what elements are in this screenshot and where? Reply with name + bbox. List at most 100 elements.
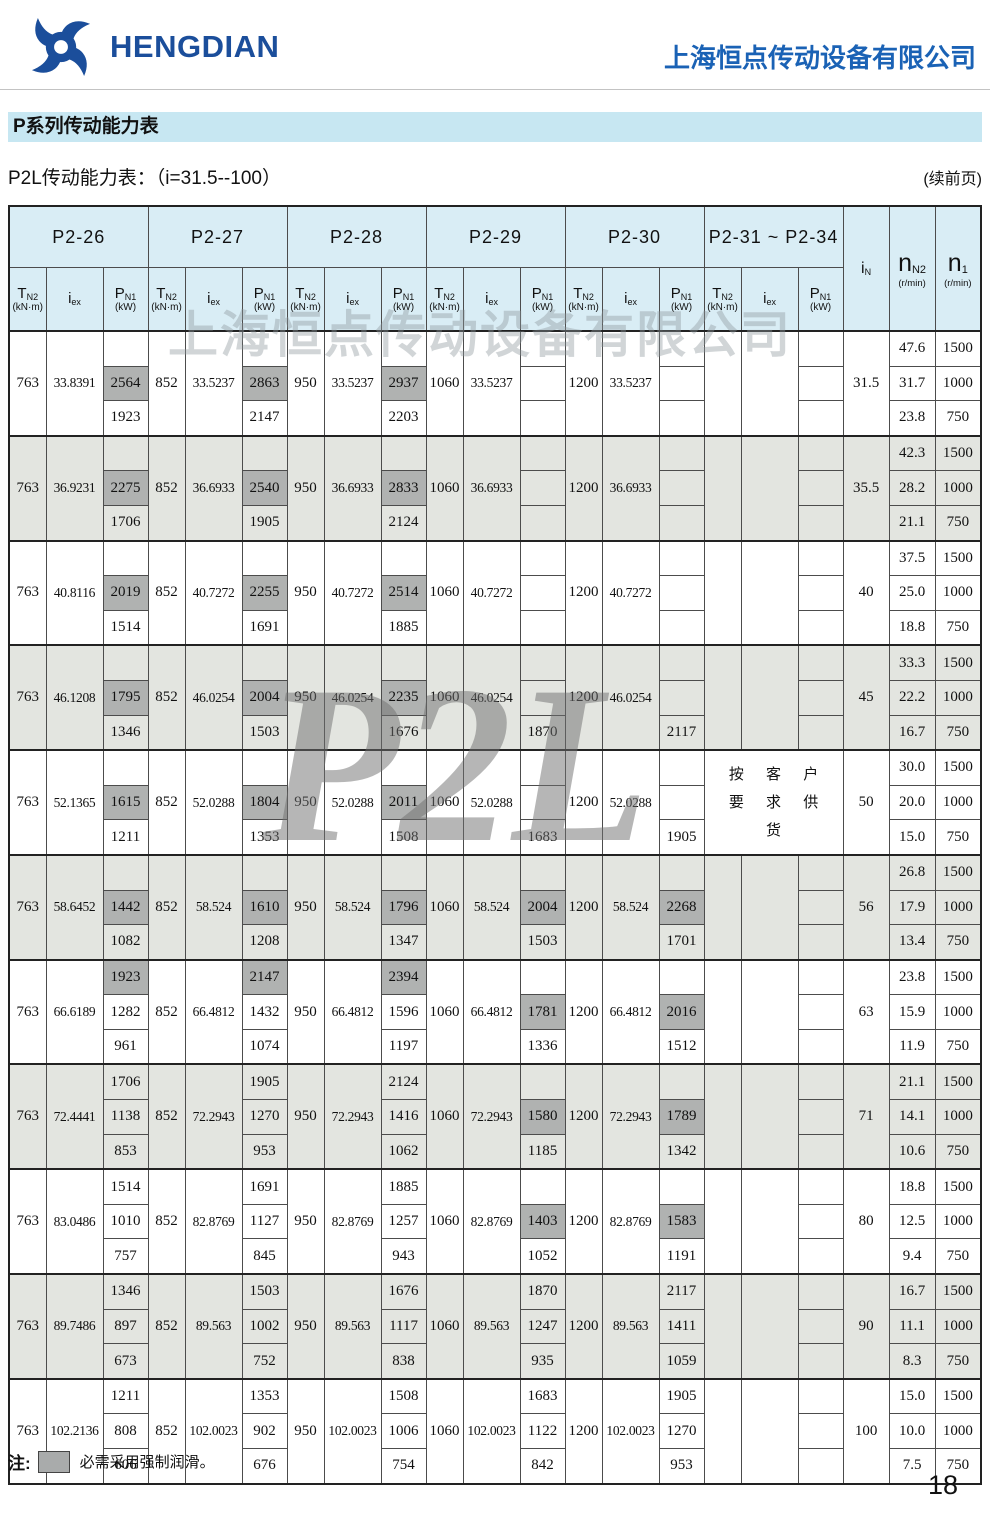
- pn1-cell: [797, 575, 844, 611]
- nn2-cell: 13.4: [888, 924, 936, 961]
- pn1-cell: [797, 714, 844, 751]
- pn1-cell: 2833: [380, 470, 427, 506]
- in-cell: 80: [842, 1168, 890, 1275]
- nn2-cell: 9.4: [888, 1238, 936, 1275]
- n1-cell: 1000: [934, 1203, 982, 1240]
- in-cell: 31.5: [842, 330, 890, 437]
- nn2-cell: 14.1: [888, 1099, 936, 1135]
- nn2-cell: 15.0: [888, 819, 936, 856]
- tn2-cell: 950: [286, 539, 325, 646]
- n1-cell: 1500: [934, 1168, 982, 1205]
- pn1-cell: 1691: [241, 609, 288, 646]
- iex-cell: 33.5237: [601, 330, 660, 437]
- tn2-cell: 1060: [425, 644, 464, 751]
- nn2-header: nN2 (r/min): [888, 205, 936, 332]
- iex-subheader: iex: [184, 267, 243, 332]
- pn1-cell: 676: [241, 1447, 288, 1485]
- pn1-cell: 1403: [519, 1203, 566, 1240]
- pn1-cell: 1870: [519, 1273, 566, 1310]
- capacity-table: P2-26 P2-27 P2-28 P2-29 P2-30 P2-31 ~ P2-34 iN…: [8, 205, 983, 1485]
- iex-cell: 52.0288: [601, 749, 660, 856]
- pn1-cell: 2117: [658, 1273, 705, 1310]
- iex-cell: 89.563: [323, 1273, 382, 1380]
- iex-cell: 72.2943: [184, 1063, 243, 1170]
- pn1-cell: 2124: [380, 1063, 427, 1101]
- nn2-cell: 37.5: [888, 539, 936, 577]
- pn1-cell: [797, 1063, 844, 1101]
- tn2-cell: [703, 853, 742, 961]
- pn1-cell: 1514: [102, 1168, 149, 1205]
- n1-cell: 750: [934, 1238, 982, 1275]
- nn2-cell: 23.8: [888, 958, 936, 996]
- n1-cell: 750: [934, 609, 982, 646]
- pn1-cell: [797, 1203, 844, 1240]
- pn1-cell: 1923: [102, 958, 149, 996]
- tn2-cell: [703, 1273, 742, 1380]
- iex-cell: 82.8769: [323, 1168, 382, 1275]
- tn2-cell: 1200: [564, 434, 603, 542]
- pn1-subheader: PN1 (kW): [519, 267, 566, 332]
- iex-cell: 33.5237: [323, 330, 382, 437]
- pn1-cell: [797, 609, 844, 646]
- group-header: P2-31 ~ P2-34: [703, 205, 844, 268]
- n1-cell: 1000: [934, 1308, 982, 1345]
- pn1-cell: [519, 609, 566, 646]
- tn2-cell: 1060: [425, 853, 464, 961]
- tn2-cell: 852: [147, 330, 186, 437]
- pn1-cell: [797, 539, 844, 577]
- n1-cell: 750: [934, 714, 982, 751]
- nn2-cell: 15.9: [888, 994, 936, 1030]
- pn1-cell: [797, 504, 844, 542]
- nn2-cell: 30.0: [888, 749, 936, 786]
- pn1-cell: 1353: [241, 1377, 288, 1415]
- in-cell: 50: [842, 749, 890, 856]
- tn2-cell: 950: [286, 1168, 325, 1275]
- iex-cell: 66.4812: [323, 958, 382, 1065]
- n1-cell: 1000: [934, 784, 982, 821]
- pn1-cell: [241, 749, 288, 786]
- n1-cell: 750: [934, 924, 982, 961]
- pn1-cell: [797, 853, 844, 891]
- pn1-cell: [658, 329, 705, 367]
- pn1-cell: 1796: [380, 889, 427, 926]
- n1-cell: 1500: [934, 749, 982, 786]
- pn1-cell: 1138: [102, 1099, 149, 1135]
- pn1-cell: 1508: [380, 819, 427, 856]
- pn1-cell: 1257: [380, 1203, 427, 1240]
- pn1-cell: 1346: [102, 714, 149, 751]
- pn1-cell: 2004: [241, 679, 288, 716]
- in-cell: 71: [842, 1063, 890, 1170]
- pn1-cell: [102, 434, 149, 472]
- iex-cell: 58.524: [323, 853, 382, 961]
- iex-cell: [740, 539, 799, 646]
- n1-cell: 1500: [934, 644, 982, 681]
- pn1-subheader: PN1 (kW): [102, 267, 149, 332]
- pn1-cell: 953: [658, 1447, 705, 1485]
- pn1-cell: 1503: [519, 924, 566, 961]
- pn1-cell: 2147: [241, 400, 288, 437]
- iex-cell: [740, 1063, 799, 1170]
- pn1-cell: 1870: [519, 714, 566, 751]
- tn2-cell: 852: [147, 958, 186, 1065]
- pn1-cell: 1270: [658, 1413, 705, 1449]
- pn1-cell: 2863: [241, 365, 288, 402]
- pn1-subheader: PN1 (kW): [241, 267, 288, 332]
- pn1-cell: [241, 853, 288, 891]
- iex-subheader: iex: [462, 267, 521, 332]
- iex-cell: 52.0288: [323, 749, 382, 856]
- pn1-cell: 1905: [658, 819, 705, 856]
- tn2-cell: 852: [147, 1273, 186, 1380]
- tn2-cell: 852: [147, 853, 186, 961]
- tn2-cell: 950: [286, 330, 325, 437]
- in-header: iN: [842, 205, 890, 332]
- pn1-cell: [797, 1273, 844, 1310]
- pn1-cell: [797, 1413, 844, 1449]
- n1-cell: 1500: [934, 1377, 982, 1415]
- pn1-cell: 1508: [380, 1377, 427, 1415]
- nn2-cell: 33.3: [888, 644, 936, 681]
- page-number: 18: [927, 1470, 958, 1500]
- note-prefix: 注:: [8, 1454, 31, 1473]
- iex-subheader: iex: [740, 267, 799, 332]
- pn1-cell: 2235: [380, 679, 427, 716]
- pn1-subheader: PN1 (kW): [797, 267, 844, 332]
